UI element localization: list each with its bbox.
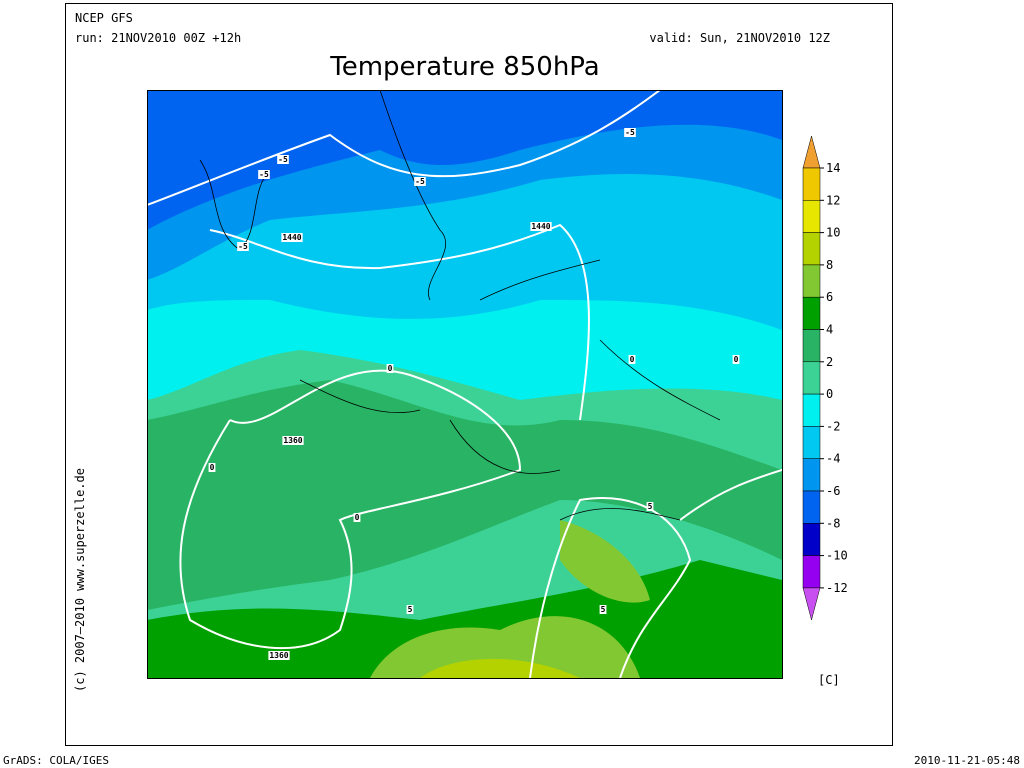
contour-label: 5 — [601, 605, 606, 614]
footer-left: GrADS: COLA/IGES — [3, 754, 109, 767]
colorbar-segment — [802, 167, 821, 201]
colorbar-segment — [802, 200, 821, 233]
colorbar-segment — [802, 523, 821, 556]
colorbar-segment — [802, 296, 821, 330]
colorbar-label: -12 — [826, 581, 848, 595]
title: Temperature 850hPa — [329, 52, 600, 82]
valid: valid: Sun, 21NOV2010 12Z — [649, 31, 830, 45]
contour-label: 5 — [648, 502, 653, 511]
colorbar-segment — [802, 490, 821, 524]
colorbar-label: -2 — [826, 419, 840, 433]
contour-label-bg — [646, 502, 654, 511]
colorbar-label: 10 — [826, 226, 840, 240]
contour-label: 0 — [734, 355, 739, 364]
footer-right: 2010-11-21-05:48 — [914, 754, 1020, 767]
contour-label-bg — [258, 170, 270, 179]
colorbar-label: 6 — [826, 290, 833, 304]
contour-label-bg — [237, 242, 249, 251]
colorbar-label: 12 — [826, 193, 840, 207]
contour-label: 0 — [210, 463, 215, 472]
colorbar-label: 8 — [826, 258, 833, 272]
colorbar-label: -6 — [826, 484, 840, 498]
contour-label-bg — [277, 155, 289, 164]
contour-label-bg — [624, 128, 636, 137]
contour-label: 0 — [355, 513, 360, 522]
contour-label-bg — [414, 177, 426, 186]
colorbar-segment — [802, 555, 821, 589]
contour-label: 1440 — [282, 233, 301, 242]
colorbar-segment — [802, 458, 821, 492]
model: NCEP GFS — [75, 11, 133, 25]
run: run: 21NOV2010 00Z +12h — [75, 31, 241, 45]
contour-label-bg — [281, 233, 303, 242]
contour-label-bg — [732, 355, 740, 364]
colorbar-arrow — [802, 587, 821, 621]
frame — [65, 3, 893, 746]
contour-label-bg — [386, 364, 394, 373]
copyright: (c) 2007–2010 www.superzelle.de — [73, 468, 87, 692]
colorbar-segment — [802, 329, 821, 363]
colorbar-segment — [802, 393, 821, 427]
contour-label-bg — [599, 605, 607, 614]
contour-label-bg — [282, 436, 304, 445]
contour-label-bg — [208, 463, 216, 472]
contour-label: -5 — [238, 242, 248, 251]
colorbar-segment — [802, 264, 821, 298]
contour-label: -5 — [415, 177, 425, 186]
contour-label-bg — [628, 355, 636, 364]
contour-label-bg — [406, 605, 414, 614]
contour-label: -5 — [278, 155, 288, 164]
contour-label: 0 — [388, 364, 393, 373]
colorbar-segment — [802, 361, 821, 395]
colorbar-unit: [C] — [818, 673, 840, 687]
contour-label-bg — [353, 513, 361, 522]
contour-label: 0 — [630, 355, 635, 364]
contour-label: -5 — [625, 128, 635, 137]
colorbar-arrow — [802, 135, 821, 169]
contour-label: 5 — [408, 605, 413, 614]
contour-label: 1440 — [531, 222, 550, 231]
colorbar-label: -10 — [826, 549, 848, 563]
colorbar-label: -4 — [826, 452, 840, 466]
contour-label-bg — [530, 222, 552, 231]
contour-label: 1360 — [283, 436, 302, 445]
map — [147, 90, 783, 679]
colorbar-segment — [802, 232, 821, 266]
map-border — [147, 90, 783, 679]
colorbar-label: -8 — [826, 516, 840, 530]
colorbar-segment — [802, 426, 821, 459]
contour-label: -5 — [259, 170, 269, 179]
contour-label-bg — [268, 651, 290, 660]
colorbar-label: 14 — [826, 161, 840, 175]
colorbar-label: 2 — [826, 355, 833, 369]
colorbar-label: 4 — [826, 323, 833, 337]
contour-label: 1360 — [269, 651, 288, 660]
colorbar-label: 0 — [826, 387, 833, 401]
